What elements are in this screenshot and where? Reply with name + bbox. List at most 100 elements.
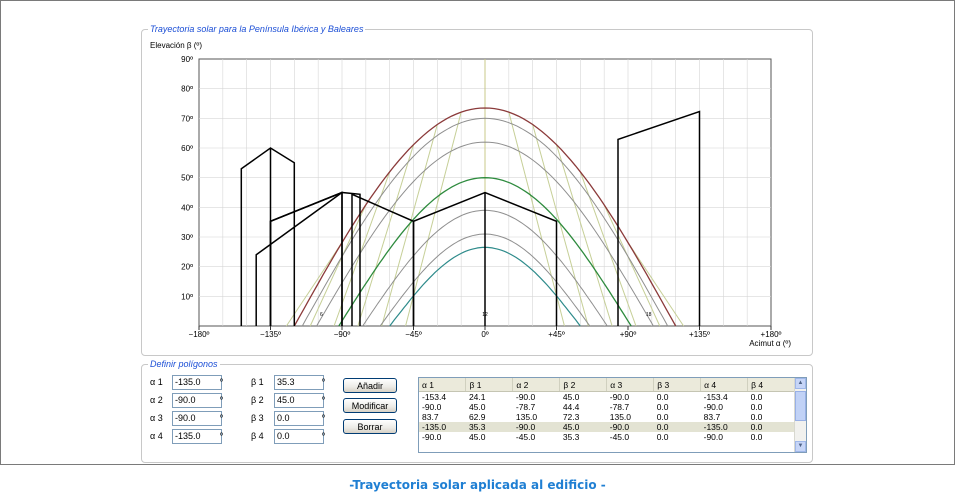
hour-marker-label: 18 <box>646 312 652 318</box>
table-cell: 35.3 <box>562 432 580 442</box>
table-cell: 0.0 <box>747 422 795 432</box>
hour-line <box>556 144 613 327</box>
alpha-2-input[interactable]: -90.0 <box>172 393 222 408</box>
x-tick-label: +45º <box>548 330 565 339</box>
table-row[interactable]: -153.4 24.1 -90.0 45.0 -90.0 0.0 -153.4 0.0 <box>419 392 795 403</box>
scroll-down-icon[interactable]: ▼ <box>795 441 806 452</box>
table-row[interactable]: 83.7 62.9 135.0 72.3 135.0 0.0 83.7 0.0 <box>419 412 795 422</box>
alpha-3-unit: º <box>220 413 223 422</box>
alpha-3-label: α 3 <box>150 413 163 423</box>
alpha-1-input[interactable]: -135.0 <box>172 375 222 390</box>
figure-caption: -Trayectoria solar aplicada al edificio … <box>349 478 606 492</box>
table-cell: -78.7 <box>609 402 630 412</box>
beta-2-unit: º <box>322 395 325 404</box>
y-tick-label: 50º <box>181 174 193 183</box>
chart-panel-title: Trayectoria solar para la Península Ibér… <box>148 23 366 35</box>
hour-line <box>357 144 414 327</box>
table-cell: 0.0 <box>656 392 669 402</box>
table-cell: -45.0 <box>609 432 630 442</box>
table-cell: -153.4 <box>703 392 728 402</box>
table-cell: -45.0 <box>515 432 536 442</box>
alpha-3-input[interactable]: -90.0 <box>172 411 222 426</box>
table-cell: 0.0 <box>750 392 763 402</box>
column-header[interactable]: α 3 <box>606 378 655 392</box>
y-tick-label: 30º <box>181 233 193 242</box>
sun-path-curve <box>316 141 654 327</box>
table-cell: -90.0 <box>422 402 442 412</box>
polygon-panel: Definir polígonos <box>141 358 813 463</box>
table-cell: 135.0 <box>515 412 538 422</box>
x-tick-label: −45º <box>405 330 422 339</box>
table-cell: 0.0 <box>750 412 763 422</box>
column-header[interactable]: β 3 <box>653 378 702 392</box>
table-cell: 0.0 <box>656 412 669 422</box>
table-cell: 0.0 <box>750 432 763 442</box>
table-cell: -90.0 <box>422 432 442 442</box>
table-scrollbar[interactable]: ▲ ▼ <box>794 378 806 452</box>
table-cell: 24.1 <box>468 392 486 402</box>
table-cell: 44.4 <box>562 402 580 412</box>
alpha-2-label: α 2 <box>150 395 163 405</box>
sun-path-chart: −180º −135º −90º −45º 0º +45º +90º +135º +180º 10… <box>150 41 791 348</box>
y-tick-label: 70º <box>181 114 193 123</box>
table-cell: 83.7 <box>703 412 721 422</box>
application-window: Trayectoria solar para la Península Ibér… <box>0 0 955 465</box>
table-row[interactable]: -90.0 45.0 -45.0 35.3 -45.0 0.0 -90.0 0.0 <box>419 432 795 442</box>
beta-4-input[interactable]: 0.0 <box>274 429 324 444</box>
table-cell: 35.3 <box>465 422 513 432</box>
obstacle-polygon <box>255 191 343 326</box>
scroll-thumb[interactable] <box>795 391 806 421</box>
table-cell: -90.0 <box>609 392 630 402</box>
beta-1-unit: º <box>322 377 325 386</box>
column-header[interactable]: α 1 <box>419 378 467 392</box>
sun-path-curve <box>338 177 632 327</box>
table-cell: 0.0 <box>750 402 763 412</box>
alpha-1-label: α 1 <box>150 377 163 387</box>
table-row[interactable]: -135.0 35.3 -90.0 45.0 -90.0 0.0 -135.0 0.0 <box>419 422 795 432</box>
table-cell: 0.0 <box>653 422 701 432</box>
table-cell: 45.0 <box>468 402 486 412</box>
chart-panel: Trayectoria solar para la Península Ibér… <box>141 23 813 356</box>
hour-marker-label: 12 <box>482 312 488 318</box>
obstacle-polygon <box>269 191 343 326</box>
scroll-up-icon[interactable]: ▲ <box>795 378 806 389</box>
alpha-4-input[interactable]: -135.0 <box>172 429 222 444</box>
x-tick-label: +180º <box>761 330 782 339</box>
sun-path-curve <box>301 117 669 327</box>
x-tick-label: +135º <box>689 330 710 339</box>
y-tick-label: 10º <box>181 292 193 301</box>
polygon-panel-title: Definir polígonos <box>148 358 220 370</box>
column-header[interactable]: β 4 <box>747 378 795 392</box>
beta-3-unit: º <box>322 413 325 422</box>
delete-button[interactable]: Borrar <box>343 419 397 434</box>
y-tick-label: 90º <box>181 55 193 64</box>
table-cell: -135.0 <box>419 422 466 432</box>
y-tick-label: 40º <box>181 203 193 212</box>
x-axis-label: Acimut α (º) <box>749 339 791 348</box>
hour-marker-label: 6 <box>320 312 323 318</box>
column-header[interactable]: β 2 <box>559 378 608 392</box>
beta-4-unit: º <box>322 431 325 440</box>
table-cell: -90.0 <box>512 422 560 432</box>
table-cell: 45.0 <box>468 432 486 442</box>
modify-button[interactable]: Modificar <box>343 398 397 413</box>
table-row[interactable]: -90.0 45.0 -78.7 44.4 -78.7 0.0 -90.0 0.0 <box>419 402 795 412</box>
column-header[interactable]: α 2 <box>512 378 561 392</box>
beta-1-input[interactable]: 35.3 <box>274 375 324 390</box>
add-button[interactable]: Añadir <box>343 378 397 393</box>
obstacle-polygon <box>617 110 701 326</box>
column-header[interactable]: β 1 <box>465 378 514 392</box>
alpha-1-unit: º <box>220 377 223 386</box>
beta-3-input[interactable]: 0.0 <box>274 411 324 426</box>
x-tick-label: +90º <box>620 330 637 339</box>
column-header[interactable]: α 4 <box>700 378 749 392</box>
alpha-4-unit: º <box>220 431 223 440</box>
hour-line <box>405 112 462 327</box>
beta-2-input[interactable]: 45.0 <box>274 393 324 408</box>
obstacle-polygon <box>341 191 361 326</box>
hour-line <box>532 124 589 327</box>
alpha-4-label: α 4 <box>150 431 163 441</box>
y-tick-label: 60º <box>181 144 193 153</box>
beta-1-label: β 1 <box>251 377 264 387</box>
